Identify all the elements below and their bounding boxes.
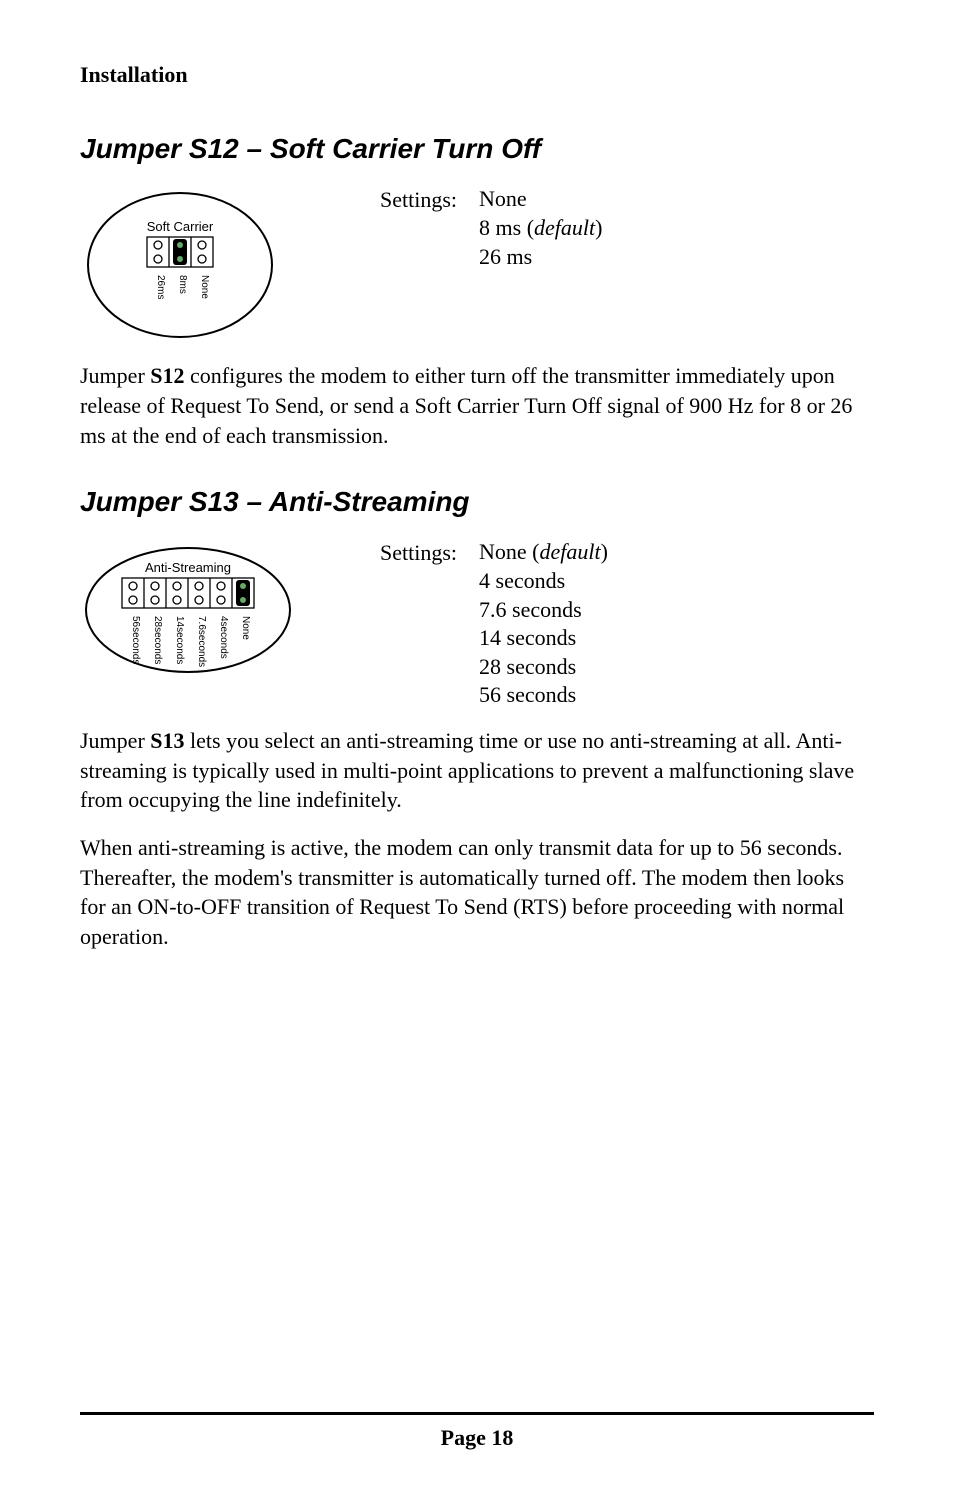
s12-val-8ms-default: default (534, 215, 595, 240)
s12-p-bold: S12 (150, 363, 184, 388)
s13-val-4: 4 seconds (479, 567, 608, 596)
s13-label-56s: 56seconds (130, 616, 141, 664)
s13-paragraph-2: When anti-streaming is active, the modem… (80, 833, 874, 952)
heading-s12-dash: – (247, 133, 263, 164)
s12-label-26ms: 26ms (155, 275, 166, 299)
heading-s13-prefix: Jumper S13 (80, 486, 247, 517)
s13-p1-bold: S13 (150, 728, 184, 753)
s13-val-14: 14 seconds (479, 624, 608, 653)
s13-diagram-title: Anti-Streaming (145, 560, 231, 575)
heading-s12-prefix: Jumper S12 (80, 133, 247, 164)
s13-row: Anti-Streaming None 4seconds 7.6 (80, 538, 874, 710)
s13-val-7-6: 7.6 seconds (479, 596, 608, 625)
s13-settings: Settings: None (default) 4 seconds 7.6 s… (380, 538, 608, 710)
s12-settings: Settings: None 8 ms (default) 26 ms (380, 185, 602, 271)
s12-val-none: None (479, 185, 602, 214)
s12-diagram-title: Soft Carrier (147, 219, 214, 234)
s13-settings-values: None (default) 4 seconds 7.6 seconds 14 … (479, 538, 608, 710)
s13-val-none-pre: None ( (479, 539, 539, 564)
s13-p1-pre: Jumper (80, 728, 150, 753)
s13-label-14s: 14seconds (174, 616, 185, 664)
s13-val-none: None (default) (479, 538, 608, 567)
section-label: Installation (80, 60, 874, 90)
heading-s13-dash: – (247, 486, 263, 517)
s13-label-4s: 4seconds (218, 616, 229, 659)
s12-p-post: configures the modem to either turn off … (80, 363, 852, 447)
s12-val-8ms-pre: 8 ms ( (479, 215, 534, 240)
s12-diagram: Soft Carrier None 8ms 26ms (80, 185, 300, 345)
s12-settings-values: None 8 ms (default) 26 ms (479, 185, 602, 271)
s12-val-26ms: 26 ms (479, 243, 602, 272)
s13-val-none-default: default (540, 539, 601, 564)
s12-label-8ms: 8ms (177, 275, 188, 294)
s13-p1-post: lets you select an anti-streaming time o… (80, 728, 854, 812)
heading-s13: Jumper S13 – Anti-Streaming (80, 483, 874, 521)
s12-paragraph: Jumper S12 configures the modem to eithe… (80, 361, 874, 450)
s13-val-28: 28 seconds (479, 653, 608, 682)
s13-label-none: None (240, 616, 251, 640)
s13-settings-label: Settings: (380, 538, 457, 710)
s13-val-56: 56 seconds (479, 681, 608, 710)
s13-diagram: Anti-Streaming None 4seconds 7.6 (80, 538, 300, 688)
heading-s12-suffix: Soft Carrier Turn Off (262, 133, 541, 164)
s12-val-8ms: 8 ms (default) (479, 214, 602, 243)
s12-settings-label: Settings: (380, 185, 457, 271)
s12-label-none: None (199, 275, 210, 299)
s12-row: Soft Carrier None 8ms 26ms Settings: Non… (80, 185, 874, 345)
s13-paragraph-1: Jumper S13 lets you select an anti-strea… (80, 726, 874, 815)
heading-s12: Jumper S12 – Soft Carrier Turn Off (80, 130, 874, 168)
s12-val-8ms-post: ) (595, 215, 602, 240)
s13-val-none-post: ) (601, 539, 608, 564)
page-footer: Page 18 (80, 1412, 874, 1453)
s12-p-pre: Jumper (80, 363, 150, 388)
s13-label-28s: 28seconds (152, 616, 163, 664)
heading-s13-suffix: Anti-Streaming (262, 486, 469, 517)
s13-label-7-6s: 7.6seconds (196, 616, 207, 667)
